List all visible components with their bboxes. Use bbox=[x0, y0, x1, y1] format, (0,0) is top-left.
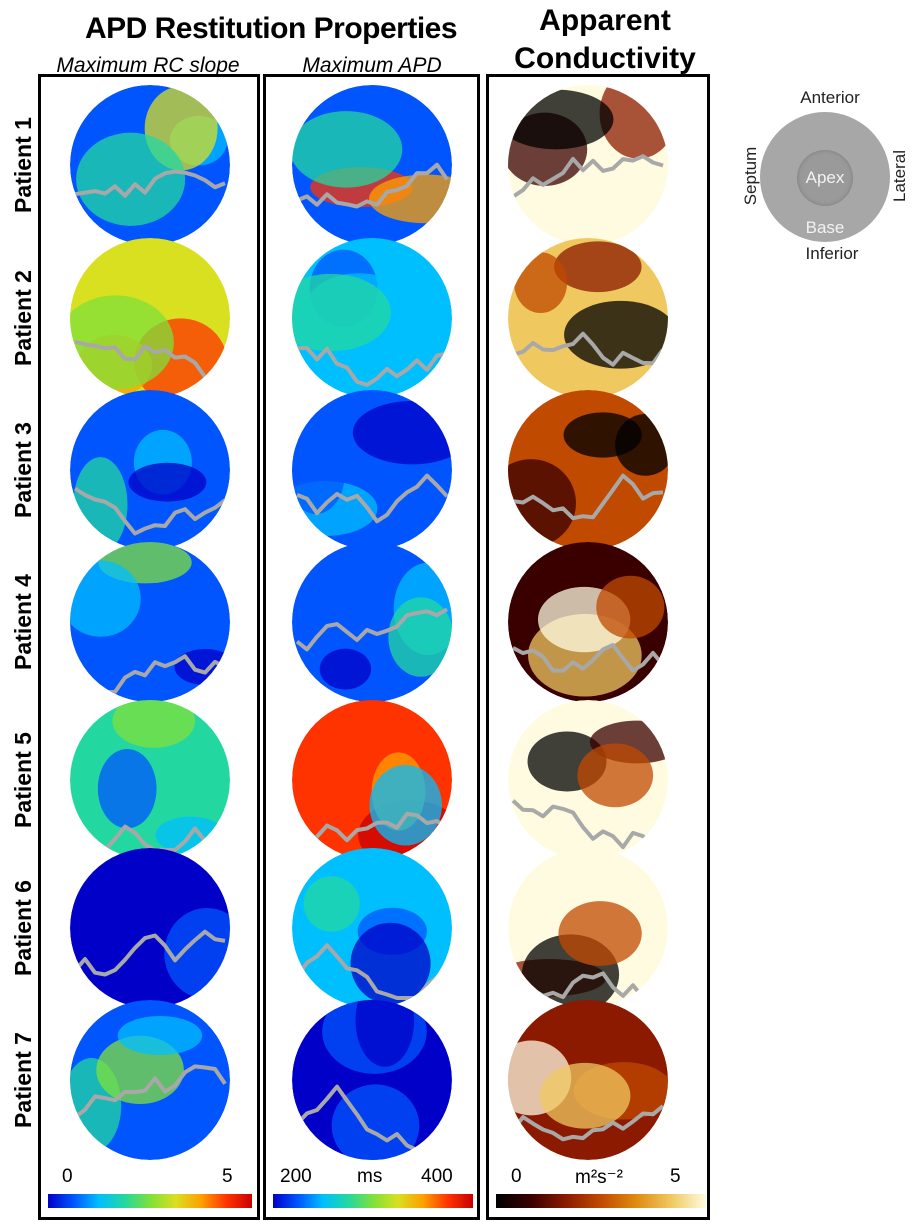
colorbar-apd bbox=[273, 1194, 473, 1208]
orientation-base-label: Base bbox=[805, 218, 845, 237]
map-max-apd-patient-3 bbox=[292, 390, 452, 550]
map-max-apd-patient-5 bbox=[292, 700, 452, 860]
map-conductivity-patient-1 bbox=[508, 85, 668, 245]
map-rc-slope-patient-5 bbox=[70, 700, 230, 860]
row-label-patient-6: Patient 6 bbox=[10, 880, 36, 976]
map-rc-slope-patient-6 bbox=[70, 848, 230, 1008]
colorbar-slope bbox=[48, 1194, 252, 1208]
row-label-patient-1: Patient 1 bbox=[10, 117, 36, 213]
orientation-inferior-label: Inferior bbox=[805, 244, 859, 263]
map-max-apd-patient-4 bbox=[292, 542, 452, 702]
colorbar-slope-max: 5 bbox=[222, 1166, 233, 1187]
orientation-anterior-label: Anterior bbox=[800, 88, 860, 107]
row-label-patient-2: Patient 2 bbox=[10, 270, 36, 366]
map-rc-slope-patient-4 bbox=[70, 542, 230, 702]
map-max-apd-patient-7 bbox=[292, 1000, 452, 1160]
conductivity-title-line1: Apparent bbox=[539, 4, 671, 37]
map-rc-slope-patient-2 bbox=[70, 238, 230, 398]
map-rc-slope-patient-7 bbox=[70, 1000, 230, 1160]
row-label-patient-3: Patient 3 bbox=[10, 422, 36, 518]
colorbar-conductivity-unit: m²s⁻² bbox=[575, 1167, 624, 1188]
main-title: APD Restitution Properties bbox=[84, 12, 458, 45]
map-max-apd-patient-1 bbox=[292, 85, 452, 245]
colorbar-apd-max: 400 bbox=[421, 1166, 453, 1187]
row-label-patient-4: Patient 4 bbox=[10, 574, 36, 670]
orientation-apex-disk bbox=[797, 150, 853, 206]
map-conductivity-patient-6 bbox=[508, 848, 668, 1008]
colorbar-conductivity bbox=[496, 1194, 706, 1208]
map-rc-slope-patient-1 bbox=[70, 85, 230, 245]
orientation-apex-label: Apex bbox=[805, 168, 845, 187]
map-max-apd-patient-2 bbox=[292, 238, 452, 398]
row-label-patient-7: Patient 7 bbox=[10, 1032, 36, 1128]
colorbar-conductivity-min: 0 bbox=[511, 1166, 522, 1187]
row-label-patient-5: Patient 5 bbox=[10, 732, 36, 828]
colorbar-apd-min: 200 bbox=[280, 1166, 312, 1187]
subtitle-max-rc-slope: Maximum RC slope bbox=[56, 54, 240, 77]
orientation-septum-label: Septum bbox=[741, 146, 760, 206]
colorbar-slope-min: 0 bbox=[62, 1166, 73, 1187]
map-conductivity-patient-7 bbox=[508, 1000, 668, 1160]
map-conductivity-patient-5 bbox=[508, 700, 668, 860]
colorbar-apd-unit: ms bbox=[357, 1166, 383, 1187]
panel-conductivity bbox=[486, 74, 710, 1220]
conductivity-title-line2: Conductivity bbox=[514, 42, 696, 75]
map-conductivity-patient-3 bbox=[508, 390, 668, 550]
conductivity-title: Apparent Conductivity bbox=[490, 2, 720, 78]
map-rc-slope-patient-3 bbox=[70, 390, 230, 550]
map-conductivity-patient-4 bbox=[508, 542, 668, 702]
panel-rc-slope bbox=[38, 74, 260, 1220]
map-max-apd-patient-6 bbox=[292, 848, 452, 1008]
map-conductivity-patient-2 bbox=[508, 238, 668, 398]
panel-max-apd bbox=[263, 74, 480, 1220]
subtitle-max-apd: Maximum APD bbox=[302, 54, 442, 77]
orientation-lateral-label: Lateral bbox=[890, 150, 909, 202]
colorbar-conductivity-max: 5 bbox=[670, 1166, 681, 1187]
